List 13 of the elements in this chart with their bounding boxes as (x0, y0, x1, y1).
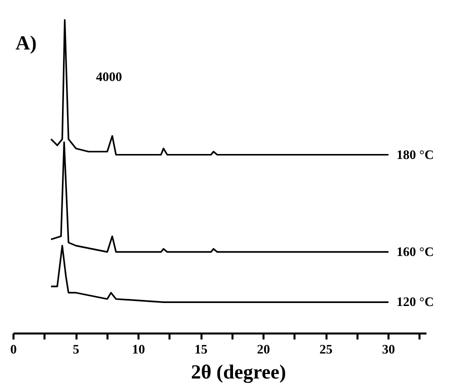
annotation: 4000 (96, 68, 122, 84)
x-tick-label: 15 (194, 342, 208, 356)
series-label: 120 °C (396, 294, 434, 310)
annotation: A) (16, 32, 37, 54)
x-tick-label: 5 (72, 342, 80, 356)
x-tick-label: 30 (382, 342, 395, 356)
series-label: 180 °C (396, 146, 434, 162)
x-tick-label: 25 (320, 342, 333, 356)
x-tick-label: 20 (257, 342, 270, 356)
x-tick-label: 0 (10, 342, 17, 356)
x-tick-label: 10 (132, 342, 145, 356)
series-label: 160 °C (396, 244, 434, 259)
x-axis-title: 2θ (degree) (190, 362, 286, 384)
